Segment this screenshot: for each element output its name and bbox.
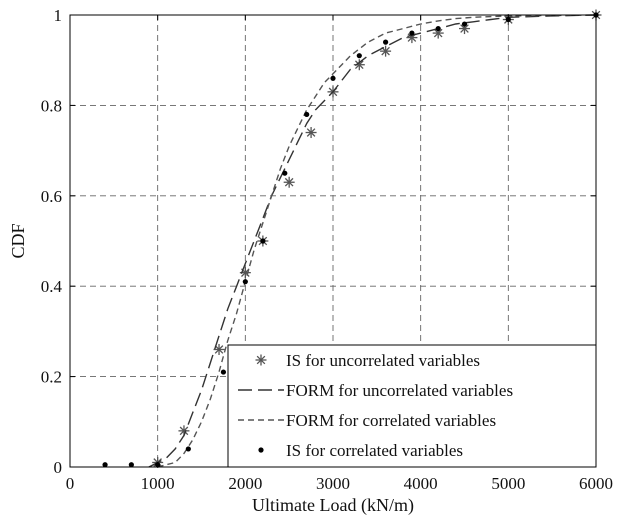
data-point-dot <box>461 21 468 27</box>
data-point-dot <box>220 369 227 375</box>
legend-entry: FORM for uncorrelated variables <box>238 381 513 400</box>
legend-label: IS for correlated variables <box>286 441 463 460</box>
data-point-dot <box>242 279 248 285</box>
data-point-dot <box>304 111 310 118</box>
y-tick-label: 0.8 <box>41 96 62 115</box>
x-tick-label: 6000 <box>579 474 613 493</box>
data-point-dot <box>435 25 441 32</box>
x-tick-label: 5000 <box>491 474 525 493</box>
legend-label: IS for uncorrelated variables <box>286 351 480 370</box>
x-tick-label: 2000 <box>228 474 262 493</box>
series-line <box>157 14 597 468</box>
x-tick-label: 1000 <box>141 474 175 493</box>
data-point-star <box>432 27 444 39</box>
legend-marker-star <box>255 354 267 366</box>
legend-entry: IS for uncorrelated variables <box>255 351 480 370</box>
data-point-star <box>213 343 225 355</box>
legend-entry: IS for correlated variables <box>258 441 463 460</box>
y-tick-label: 1 <box>54 6 63 25</box>
data-point-dot <box>383 39 389 45</box>
data-point-dot <box>102 462 108 468</box>
series-dot-markers <box>102 12 599 468</box>
data-point-star <box>305 127 317 139</box>
y-tick-label: 0.6 <box>41 187 62 206</box>
data-point-dot <box>282 170 288 176</box>
data-point-dot <box>260 238 266 244</box>
x-axis-label: Ultimate Load (kN/m) <box>252 495 414 516</box>
data-point-dot <box>356 53 362 59</box>
y-axis-label: CDF <box>8 223 28 258</box>
series-line <box>148 14 597 468</box>
legend-entry: FORM for correlated variables <box>238 411 496 430</box>
x-tick-label: 3000 <box>316 474 350 493</box>
data-point-star <box>380 45 392 57</box>
series-short-dash <box>157 14 597 468</box>
y-tick-label: 0 <box>54 458 63 477</box>
legend-marker-dot <box>258 447 264 453</box>
data-point-dot <box>128 462 134 468</box>
legend-label: FORM for correlated variables <box>286 411 496 430</box>
x-tick-label: 0 <box>66 474 75 493</box>
data-point-dot <box>409 30 415 36</box>
legend-label: FORM for uncorrelated variables <box>286 381 513 400</box>
y-tick-label: 0.4 <box>41 277 63 296</box>
legend: IS for uncorrelated variables FORM for un… <box>227 344 597 468</box>
x-tick-label: 4000 <box>404 474 438 493</box>
axis-ticks: 0 1000 2000 3000 4000 5000 6000 0 0.2 0.4 0.6 0.8 1 <box>41 6 613 493</box>
data-point-star <box>283 176 295 188</box>
series-long-dash <box>148 14 597 468</box>
data-point-dot <box>185 446 191 452</box>
data-point-star <box>178 425 190 437</box>
y-tick-label: 0.2 <box>41 368 62 387</box>
data-point-dot <box>330 75 336 81</box>
legend-box <box>227 344 597 468</box>
